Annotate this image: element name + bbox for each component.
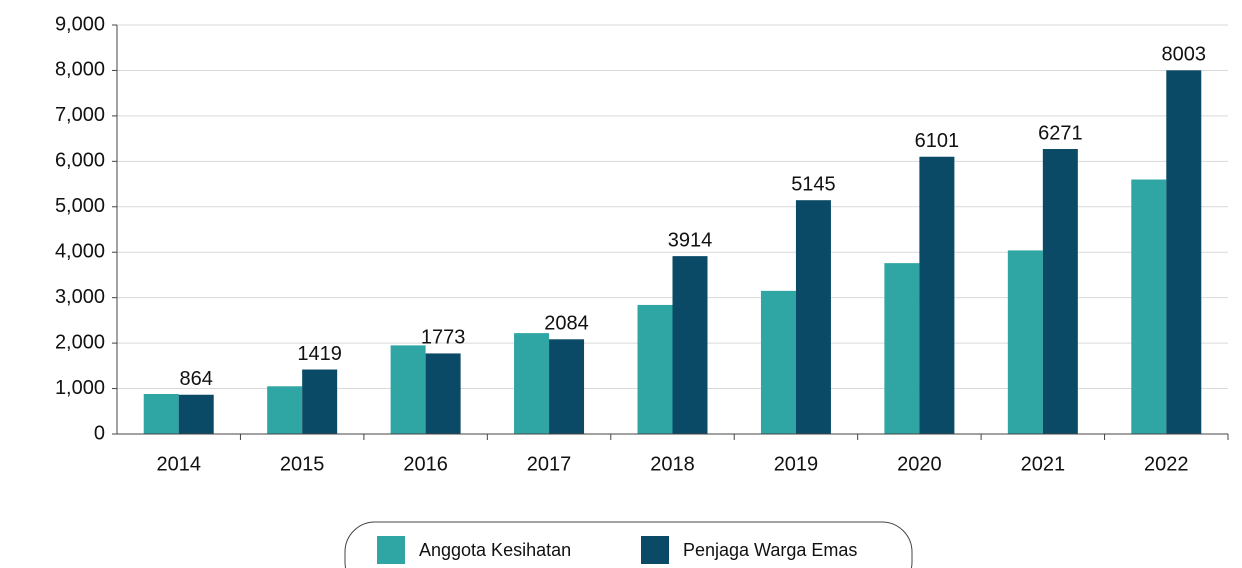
y-tick-label: 9,000 <box>55 13 105 35</box>
bar <box>143 394 179 434</box>
legend-label: Penjaga Warga Emas <box>683 540 857 560</box>
bar <box>514 333 550 434</box>
legend-swatch <box>377 536 405 564</box>
bar <box>672 256 708 434</box>
legend-swatch <box>641 536 669 564</box>
bar <box>1007 250 1043 434</box>
legend-label: Anggota Kesihatan <box>419 540 571 560</box>
data-label: 1773 <box>421 327 466 349</box>
bar <box>549 339 585 434</box>
x-tick-label: 2022 <box>1144 453 1189 475</box>
bar <box>637 304 673 434</box>
bar <box>302 369 338 434</box>
data-label: 2084 <box>544 313 589 335</box>
data-label: 864 <box>180 368 213 390</box>
y-tick-label: 8,000 <box>55 59 105 81</box>
bar <box>178 394 214 434</box>
x-tick-label: 2017 <box>527 453 572 475</box>
bar <box>1131 179 1167 434</box>
data-label: 1419 <box>297 343 342 365</box>
bar <box>919 156 955 434</box>
bar <box>1042 149 1078 434</box>
data-label: 5145 <box>791 173 836 195</box>
x-tick-label: 2016 <box>403 453 448 475</box>
x-tick-label: 2014 <box>156 453 201 475</box>
y-tick-label: 0 <box>94 422 105 444</box>
bar <box>390 345 426 434</box>
data-label: 6101 <box>915 130 960 152</box>
x-tick-label: 2020 <box>897 453 942 475</box>
x-tick-label: 2021 <box>1021 453 1066 475</box>
data-label: 3914 <box>668 229 713 251</box>
y-tick-label: 5,000 <box>55 195 105 217</box>
data-label: 8003 <box>1162 44 1207 66</box>
bar <box>795 200 831 434</box>
legend-box <box>344 521 913 568</box>
y-tick-label: 7,000 <box>55 104 105 126</box>
y-tick-label: 1,000 <box>55 377 105 399</box>
bar <box>760 290 796 434</box>
bar <box>425 353 461 434</box>
bar <box>267 386 303 434</box>
y-tick-label: 6,000 <box>55 150 105 172</box>
y-tick-label: 3,000 <box>55 286 105 308</box>
x-tick-label: 2019 <box>774 453 819 475</box>
y-tick-label: 4,000 <box>55 241 105 263</box>
bar <box>1166 70 1202 435</box>
x-tick-label: 2018 <box>650 453 695 475</box>
x-tick-label: 2015 <box>280 453 325 475</box>
bar <box>884 263 920 434</box>
data-label: 6271 <box>1038 122 1083 144</box>
y-tick-label: 2,000 <box>55 331 105 353</box>
